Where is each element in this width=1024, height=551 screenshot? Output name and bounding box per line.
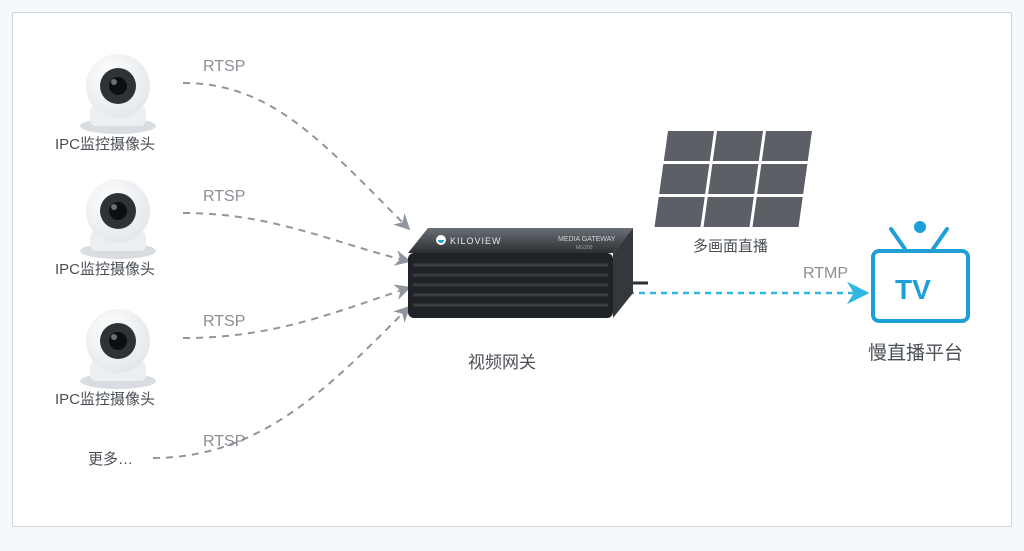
camera-icon xyxy=(80,309,156,389)
gateway-model-text: MG300 xyxy=(576,245,593,251)
rtsp-proto-label: RTSP xyxy=(203,188,245,206)
videowall-label: 多画面直播 xyxy=(693,235,768,256)
connection-layer: KILOVIEW MEDIA GATEWAY MG300 xyxy=(13,13,1011,526)
camera-icon xyxy=(80,179,156,259)
gateway-sub-text: MEDIA GATEWAY xyxy=(558,236,616,243)
rtsp-arrows xyxy=(153,83,408,458)
rtsp-proto-label: RTSP xyxy=(203,313,245,331)
gateway-icon: KILOVIEW MEDIA GATEWAY MG300 xyxy=(408,228,648,318)
camera-icon xyxy=(80,54,156,134)
tv-icon: TV xyxy=(873,223,968,321)
rtmp-proto-label: RTMP xyxy=(803,265,848,283)
diagram-canvas: KILOVIEW MEDIA GATEWAY MG300 xyxy=(12,12,1012,527)
tv-platform-label: 慢直播平台 xyxy=(868,338,963,365)
more-label: 更多… xyxy=(88,448,133,469)
rtsp-arrow-2 xyxy=(183,213,408,261)
videowall-icon xyxy=(655,131,812,227)
camera-label: IPC监控摄像头 xyxy=(55,388,155,409)
rtsp-arrow-4 xyxy=(153,308,408,458)
gateway-label: 视频网关 xyxy=(468,348,536,373)
rtsp-arrow-1 xyxy=(183,83,408,228)
tv-text: TV xyxy=(895,274,931,305)
camera-label: IPC监控摄像头 xyxy=(55,258,155,279)
rtsp-proto-label: RTSP xyxy=(203,58,245,76)
rtsp-proto-label: RTSP xyxy=(203,433,245,451)
gateway-brand-text: KILOVIEW xyxy=(450,236,502,246)
camera-label: IPC监控摄像头 xyxy=(55,133,155,154)
